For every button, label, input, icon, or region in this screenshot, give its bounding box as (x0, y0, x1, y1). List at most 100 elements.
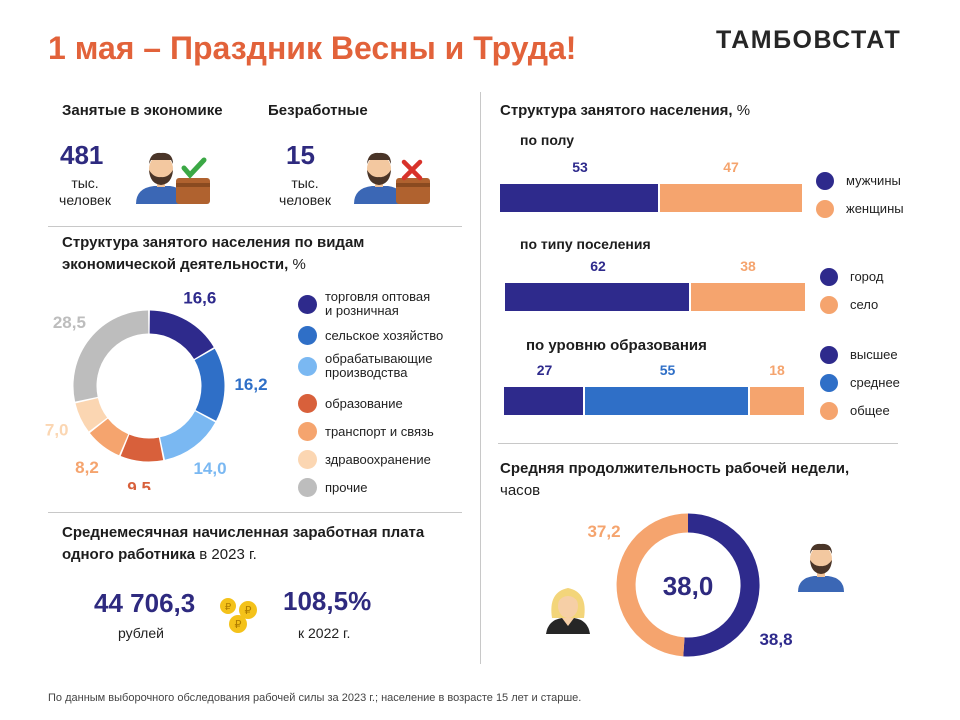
coins-icon: ₽ ₽ ₽ (220, 598, 257, 633)
divider (480, 92, 481, 664)
week-donut-chart: 38,8 37,2 38,0 (587, 513, 793, 657)
salary-index-unit: к 2022 г. (298, 625, 351, 641)
week-heading-text: Средняя продолжительность рабочей недели… (500, 460, 850, 477)
bar-legend-marker (820, 296, 838, 314)
man-avatar-icon (798, 543, 844, 592)
bar-legend-label: мужчины (846, 173, 901, 188)
footer-note: По данным выборочного обследования рабоч… (48, 692, 582, 704)
stacked-bar (500, 184, 802, 212)
sector-legend-item: здравоохранение (298, 450, 431, 469)
sector-slice (89, 418, 129, 456)
employed-value: 481 (60, 140, 104, 170)
employed-worker-icon (136, 152, 210, 204)
bar-segment (660, 184, 802, 212)
page-title: 1 мая – Праздник Весны и Труда! (48, 30, 577, 66)
bar-legend-label: среднее (850, 375, 900, 390)
structure-heading: Структура занятого населения, % (500, 100, 750, 122)
sector-legend-label: образование (325, 395, 403, 411)
unemployed-worker-icon (354, 152, 430, 204)
bar-legend-marker (820, 402, 838, 420)
salary-index: 108,5% (283, 586, 372, 616)
salary-unit: рублей (118, 625, 164, 641)
week-slice (616, 513, 689, 657)
employed-unit-line2: человек (59, 192, 111, 208)
bar-segment-label: 62 (590, 258, 606, 274)
stacked-bar (504, 387, 804, 415)
bar-legend-label: село (850, 297, 879, 312)
employed-unit-line1: тыс. (71, 175, 99, 191)
bar-segment (505, 283, 689, 311)
sector-legend-marker (298, 394, 317, 413)
svg-text:₽: ₽ (225, 602, 232, 613)
sector-slice-label: 8,2 (75, 458, 99, 477)
sector-legend-item: образование (298, 394, 403, 413)
bar-segment (691, 283, 805, 311)
bar-legend-marker (820, 268, 838, 286)
divider (48, 512, 462, 513)
sector-legend-marker (298, 356, 317, 376)
bar-segment-label: 27 (536, 362, 553, 378)
bar-legend-item: город (820, 268, 883, 286)
bar-segment (500, 184, 659, 212)
sector-legend-label: обрабатывающие производства (325, 351, 433, 380)
sector-slice-label: 16,6 (183, 290, 216, 308)
woman-avatar-icon (546, 588, 590, 634)
sector-slice-label: 16,2 (234, 375, 267, 394)
svg-text:₽: ₽ (235, 618, 242, 631)
sector-heading-unit: % (292, 256, 306, 273)
week-slice-label: 38,8 (759, 630, 792, 649)
sector-legend-label: сельское хозяйство (325, 327, 444, 343)
bar-legend-label: высшее (850, 347, 898, 362)
bar-legend-item: среднее (820, 374, 900, 392)
bar-legend-marker (820, 346, 838, 364)
sector-legend-item: обрабатывающие производства (298, 352, 432, 380)
bar-segment (585, 387, 748, 415)
sector-legend-item: торговля оптовая и розничная (298, 290, 430, 318)
salary-heading-text: Среднемесячная начисленная заработная пл… (62, 524, 425, 563)
bar-legend-item: высшее (820, 346, 898, 364)
brand-logo: ТАМБОВСТАТ (716, 26, 902, 54)
bar-segment-label: 47 (723, 159, 739, 175)
employed-label: Занятые в экономике (62, 102, 223, 119)
sector-slice (149, 310, 214, 360)
education-subheading: по уровню образования (526, 337, 707, 354)
bar-segment-label: 38 (740, 258, 756, 274)
week-slice (683, 513, 760, 657)
sector-heading-text: Структура занятого населения по видам эк… (62, 234, 365, 273)
bar-legend-item: общее (820, 402, 890, 420)
unemployed-label: Безработные (268, 102, 368, 119)
sector-legend-label: прочие (325, 479, 368, 495)
sector-heading: Структура занятого населения по видам эк… (62, 232, 442, 276)
sector-slice-label: 7,0 (45, 420, 69, 439)
bar-legend-marker (820, 374, 838, 392)
sector-legend-item: прочие (298, 478, 367, 497)
sector-legend-item: транспорт и связь (298, 422, 434, 441)
salary-heading-year: в 2023 г. (199, 546, 257, 563)
bar-legend-item: мужчины (816, 172, 901, 190)
sector-legend-label: транспорт и связь (325, 423, 434, 439)
sector-slice (159, 410, 216, 460)
sector-slice (120, 434, 164, 462)
bar-legend-item: село (820, 296, 878, 314)
salary-heading: Среднемесячная начисленная заработная пл… (62, 522, 442, 566)
sector-legend-marker (298, 294, 317, 314)
structure-heading-unit: % (736, 102, 751, 119)
unemployed-unit-line1: тыс. (291, 175, 319, 191)
bar-segment-label: 55 (659, 362, 676, 378)
settlement-subheading: по типу поселения (520, 236, 651, 252)
employed-unit: тыс. человек (50, 175, 120, 209)
sector-slice (194, 348, 225, 421)
unemployed-unit-line2: человек (279, 192, 331, 208)
bar-segment (750, 387, 804, 415)
sector-slice-label: 14,0 (193, 459, 226, 478)
sector-legend-item: сельское хозяйство (298, 326, 443, 345)
sector-legend-label: здравоохранение (325, 451, 431, 467)
sector-slice (73, 310, 149, 402)
bar-segment-label: 18 (769, 362, 785, 378)
week-heading-unit: часов (500, 482, 541, 499)
divider (498, 443, 898, 444)
salary-value: 44 706,3 (94, 588, 196, 618)
divider (48, 226, 462, 227)
bar-legend-item: женщины (816, 200, 904, 218)
week-heading: Средняя продолжительность рабочей недели… (500, 458, 910, 502)
